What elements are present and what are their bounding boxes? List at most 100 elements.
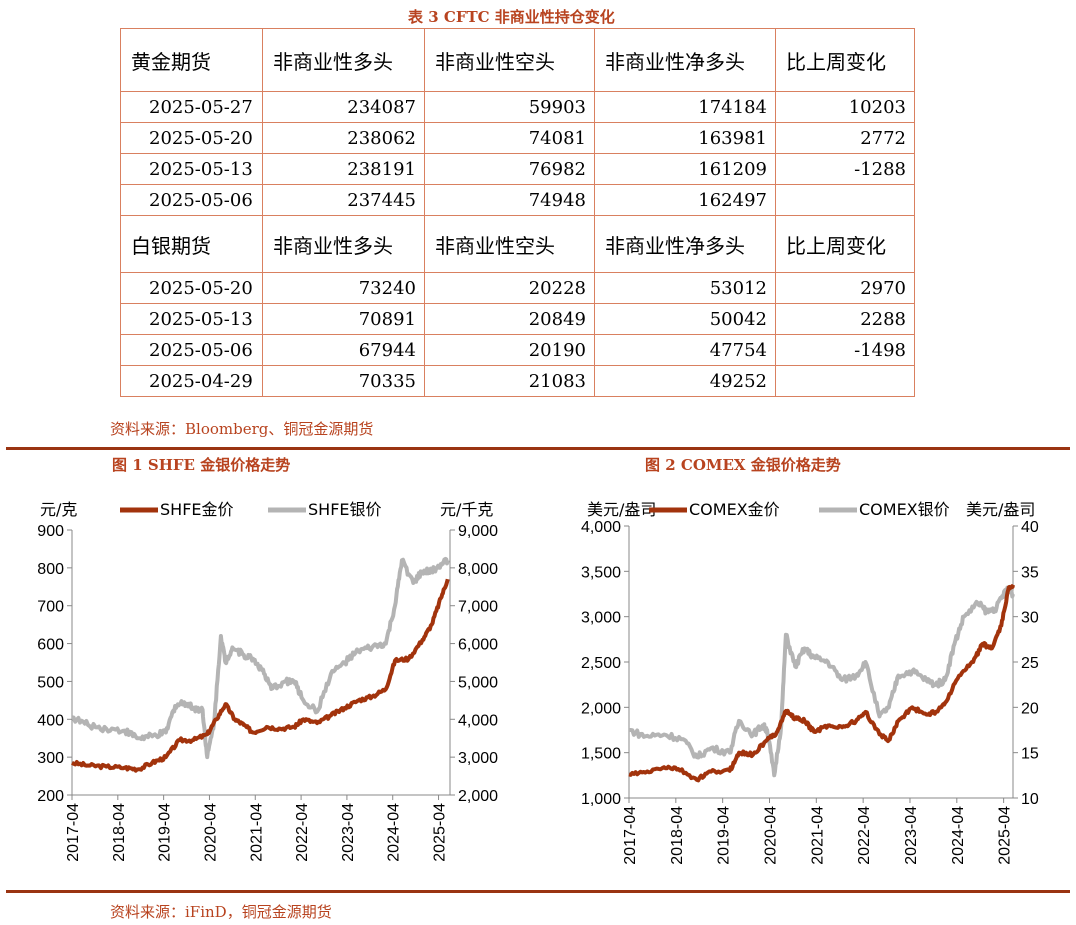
silver-header-cell: 非商业性净多头 xyxy=(594,215,776,273)
silver-cell: 20190 xyxy=(424,334,595,366)
gold-cell: 2025-05-20 xyxy=(120,122,263,154)
divider-top xyxy=(6,447,1070,450)
x-tick-label: 2023-04 xyxy=(340,803,357,862)
y-left-tick-label: 500 xyxy=(37,674,64,691)
y-right-tick-label: 6,000 xyxy=(458,637,498,654)
gold-cell: 10203 xyxy=(775,91,915,123)
legend-label-gold: COMEX金价 xyxy=(689,500,780,519)
x-tick-label: 2018-04 xyxy=(669,806,686,865)
legend-label-silver: SHFE银价 xyxy=(308,500,382,519)
silver-header-cell: 非商业性多头 xyxy=(262,215,425,273)
silver-cell: 2970 xyxy=(775,272,915,304)
x-tick-label: 2019-04 xyxy=(716,806,733,865)
y-right-unit-label: 美元/盎司 xyxy=(966,500,1035,519)
y-left-tick-label: 200 xyxy=(37,788,64,805)
y-left-unit-label: 元/克 xyxy=(40,500,77,519)
silver-cell: 50042 xyxy=(594,303,776,335)
x-tick-label: 2017-04 xyxy=(65,803,82,862)
silver-cell: 73240 xyxy=(262,272,425,304)
legend-label-silver: COMEX银价 xyxy=(859,500,950,519)
y-right-tick-label: 8,000 xyxy=(458,561,498,578)
y-right-tick-label: 10 xyxy=(1021,791,1039,808)
x-tick-label: 2022-04 xyxy=(294,803,311,862)
table-row: 2025-05-06 67944 20190 47754 -1498 xyxy=(120,334,915,366)
y-right-tick-label: 4,000 xyxy=(458,712,498,729)
silver-cell: 20849 xyxy=(424,303,595,335)
y-left-tick-label: 800 xyxy=(37,561,64,578)
gold-cell: 174184 xyxy=(594,91,776,123)
silver-header-cell: 比上周变化 xyxy=(775,215,915,273)
gold-cell: 2025-05-06 xyxy=(120,184,263,216)
x-tick-label: 2018-04 xyxy=(111,803,128,862)
x-tick-label: 2017-04 xyxy=(622,806,639,865)
x-tick-label: 2024-04 xyxy=(386,803,403,862)
x-tick-label: 2020-04 xyxy=(762,806,779,865)
y-right-tick-label: 25 xyxy=(1021,655,1039,672)
y-right-tick-label: 15 xyxy=(1021,746,1039,763)
y-right-tick-label: 3,000 xyxy=(458,750,498,767)
silver-cell xyxy=(775,365,915,397)
y-left-tick-label: 300 xyxy=(37,750,64,767)
fig2-title: 图 2 COMEX 金银价格走势 xyxy=(645,456,841,474)
fig1-title: 图 1 SHFE 金银价格走势 xyxy=(112,456,291,474)
x-tick-label: 2024-04 xyxy=(950,806,967,865)
gold-cell: 2025-05-27 xyxy=(120,91,263,123)
gold-cell: 163981 xyxy=(594,122,776,154)
table-source: 资料来源：Bloomberg、铜冠金源期货 xyxy=(110,420,374,438)
silver-cell: 2288 xyxy=(775,303,915,335)
y-left-tick-label: 400 xyxy=(37,712,64,729)
gold-header-cell: 比上周变化 xyxy=(775,28,915,92)
x-tick-label: 2019-04 xyxy=(157,803,174,862)
silver-header-cell: 非商业性空头 xyxy=(424,215,595,273)
y-left-tick-label: 2,500 xyxy=(581,655,621,672)
silver-cell: 70335 xyxy=(262,365,425,397)
y-left-tick-label: 4,000 xyxy=(581,519,621,536)
silver-cell: 2025-05-20 xyxy=(120,272,263,304)
table-title: 表 3 CFTC 非商业性持仓变化 xyxy=(408,8,615,26)
table-row: 2025-05-20 73240 20228 53012 2970 xyxy=(120,272,915,304)
gold-cell: -1288 xyxy=(775,153,915,185)
y-right-tick-label: 2,000 xyxy=(458,788,498,805)
y-left-tick-label: 1,500 xyxy=(581,746,621,763)
gold-cell: 2772 xyxy=(775,122,915,154)
silver-header-cell: 白银期货 xyxy=(120,215,263,273)
table-row: 2025-05-06 237445 74948 162497 xyxy=(120,184,915,216)
table-row: 2025-04-29 70335 21083 49252 xyxy=(120,365,915,397)
y-right-tick-label: 35 xyxy=(1021,564,1039,581)
legend-label-gold: SHFE金价 xyxy=(160,500,234,519)
y-left-tick-label: 2,000 xyxy=(581,700,621,717)
y-right-tick-label: 20 xyxy=(1021,700,1039,717)
silver-cell: -1498 xyxy=(775,334,915,366)
silver-cell: 2025-05-13 xyxy=(120,303,263,335)
cftc-table: 黄金期货 非商业性多头 非商业性空头 非商业性净多头 比上周变化 2025-05-27 23… xyxy=(120,28,915,397)
gold-price-line xyxy=(71,578,450,773)
table-row: 2025-05-13 238191 76982 161209 -1288 xyxy=(120,153,915,185)
silver-cell: 20228 xyxy=(424,272,595,304)
silver-cell: 21083 xyxy=(424,365,595,397)
comex-price-chart: 4,000 3,500 3,000 2,500 2,000 1,500 1,000 40 35 3… xyxy=(581,500,1039,865)
y-left-tick-label: 900 xyxy=(37,523,64,540)
silver-cell: 53012 xyxy=(594,272,776,304)
y-right-tick-label: 9,000 xyxy=(458,523,498,540)
gold-header-cell: 非商业性多头 xyxy=(262,28,425,92)
y-left-tick-label: 600 xyxy=(37,637,64,654)
figures-source: 资料来源：iFinD，铜冠金源期货 xyxy=(110,903,332,921)
gold-cell: 74081 xyxy=(424,122,595,154)
gold-cell: 237445 xyxy=(262,184,425,216)
y-left-tick-label: 3,000 xyxy=(581,610,621,627)
table-row: 2025-05-20 238062 74081 163981 2772 xyxy=(120,122,915,154)
gold-header-cell: 黄金期货 xyxy=(120,28,263,92)
silver-price-line xyxy=(71,556,450,760)
gold-header-cell: 非商业性净多头 xyxy=(594,28,776,92)
x-tick-label: 2021-04 xyxy=(809,806,826,865)
x-tick-label: 2022-04 xyxy=(856,806,873,865)
silver-cell: 47754 xyxy=(594,334,776,366)
x-tick-label: 2025-04 xyxy=(997,806,1014,865)
y-right-unit-label: 元/千克 xyxy=(440,500,493,519)
gold-cell xyxy=(775,184,915,216)
y-right-tick-label: 5,000 xyxy=(458,674,498,691)
x-tick-label: 2021-04 xyxy=(248,803,265,862)
divider-bottom xyxy=(6,890,1070,893)
y-right-tick-label: 7,000 xyxy=(458,599,498,616)
x-tick-label: 2023-04 xyxy=(903,806,920,865)
